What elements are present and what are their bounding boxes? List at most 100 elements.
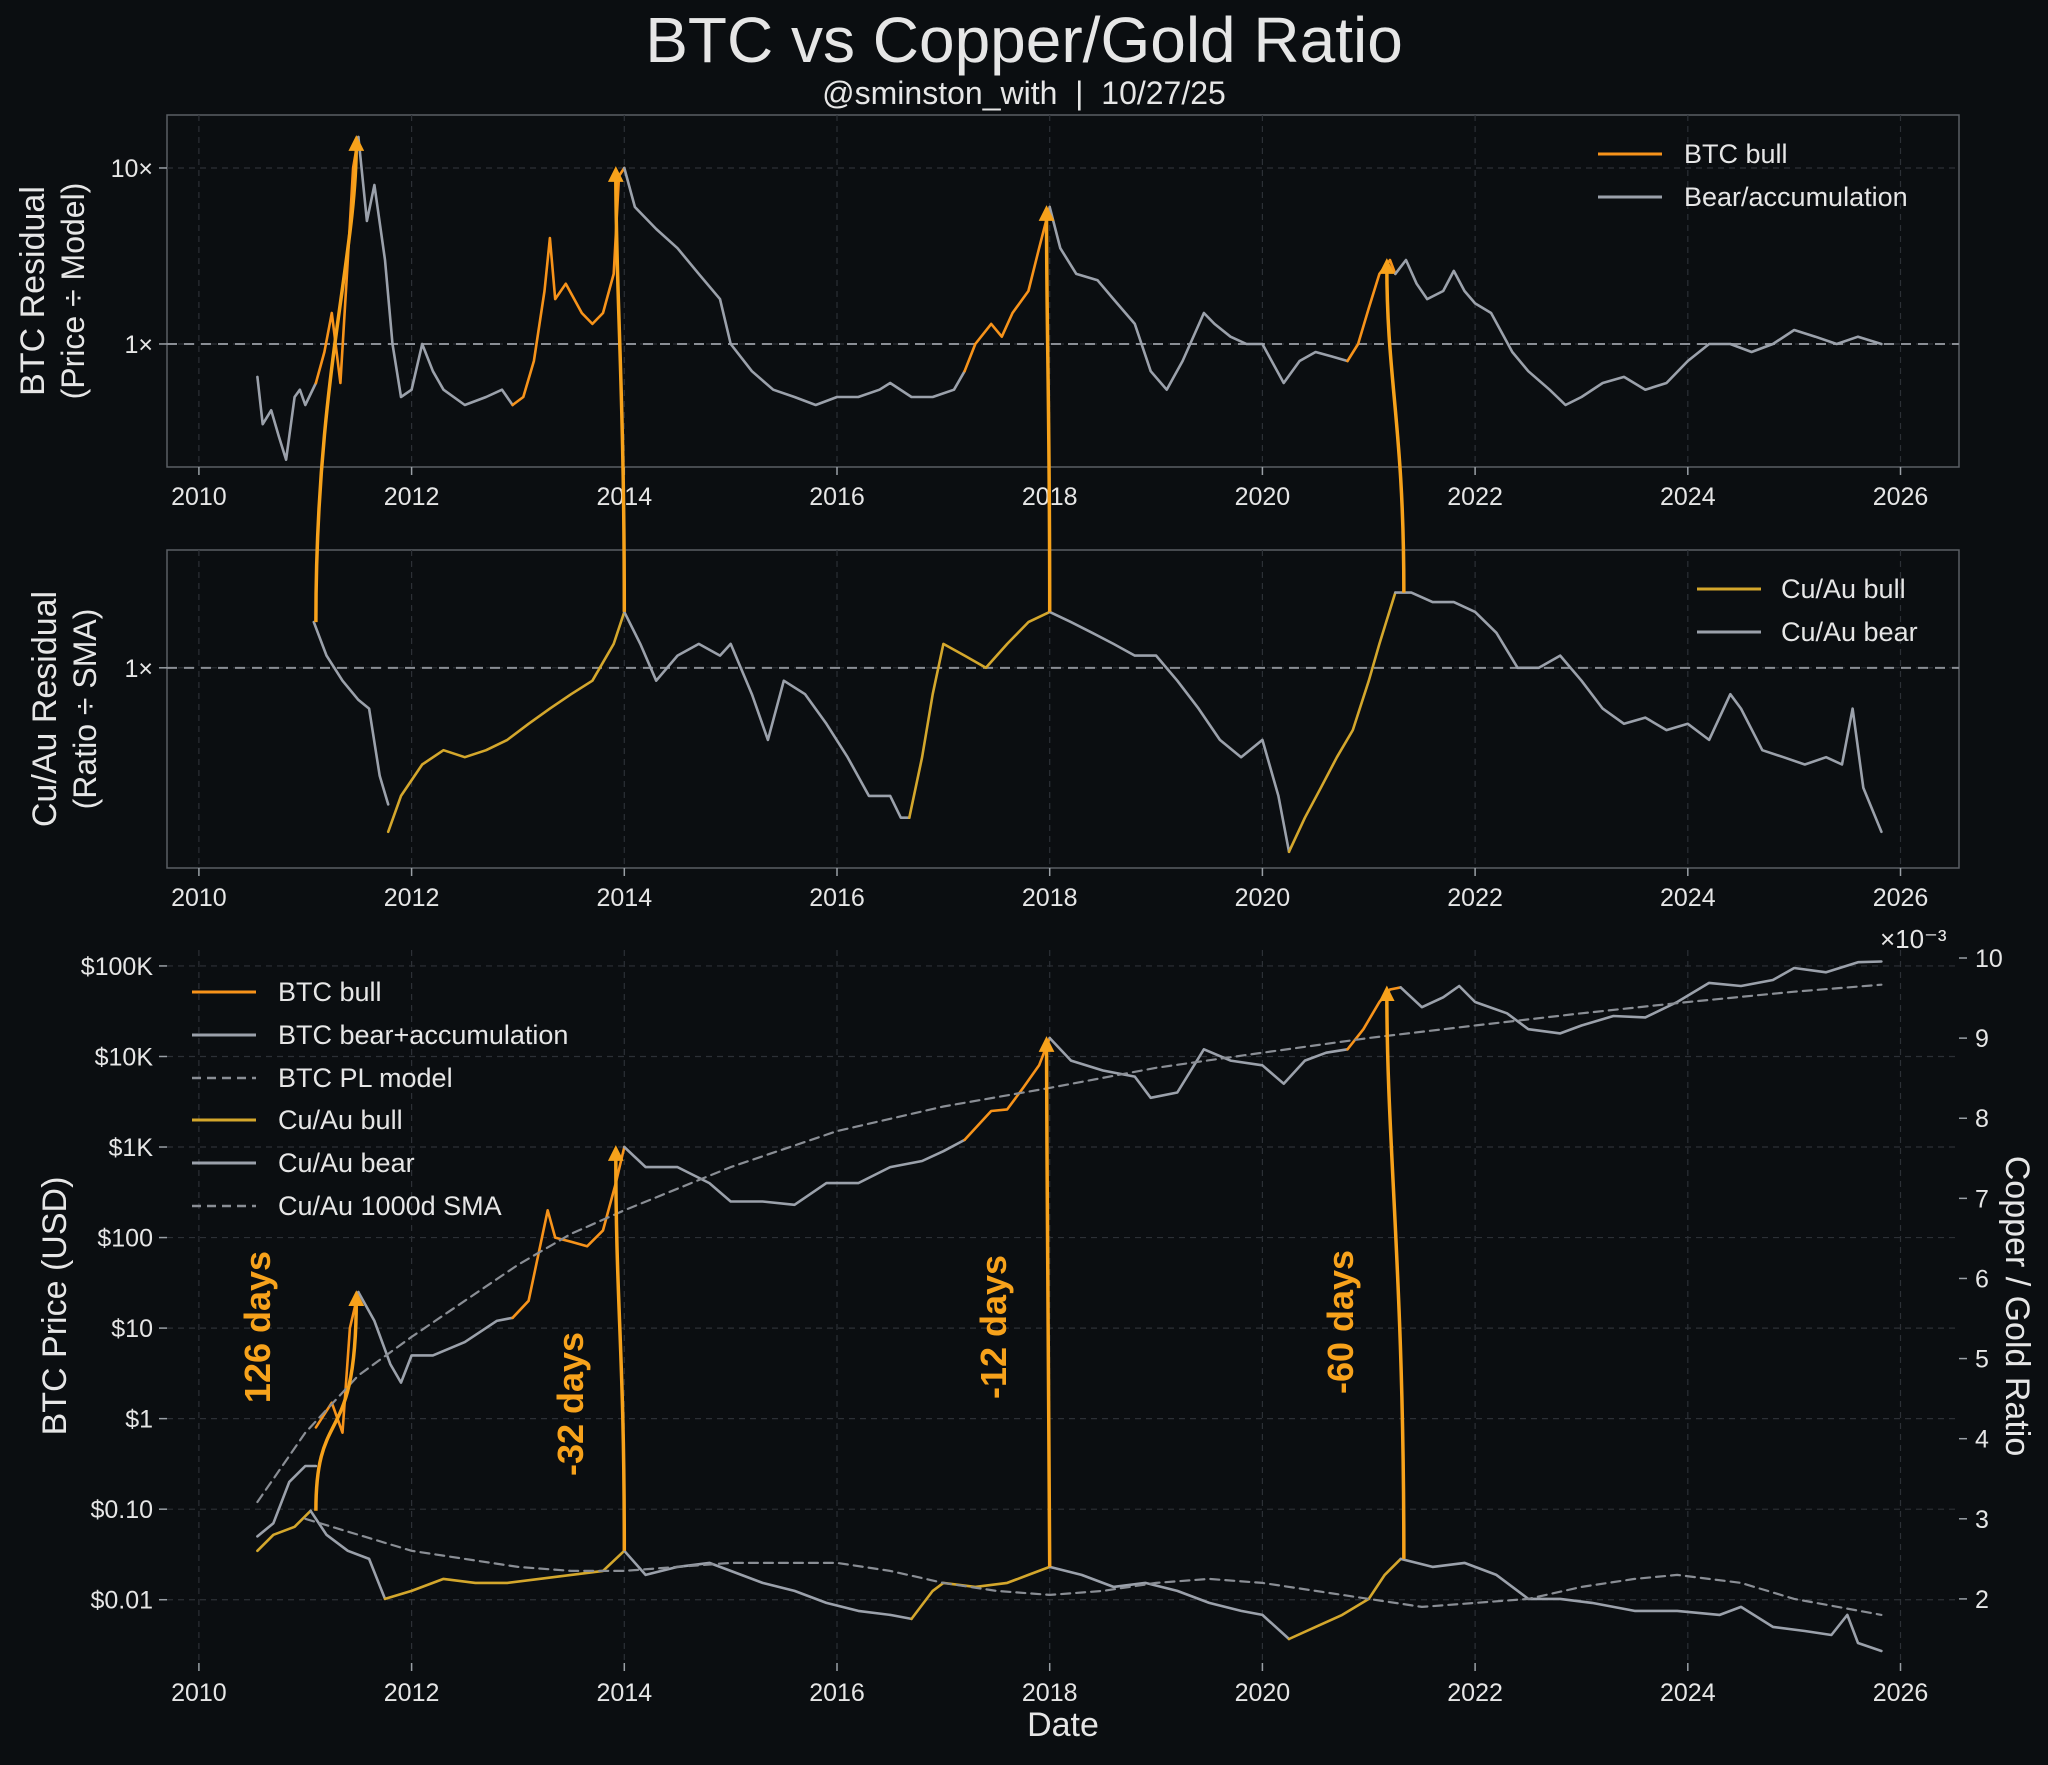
y-axis-label-line2: (Ratio ÷ SMA) — [67, 609, 103, 810]
legend-label-cuau-bear: Cu/Au bear — [278, 1148, 415, 1178]
series-line-btc-bear-accumulation — [357, 1290, 514, 1384]
y-tick-label: $0.01 — [90, 1587, 153, 1615]
legend: BTC bull Bear/accumulation — [1598, 139, 1908, 212]
series-line-cu-au-1000d-sma — [304, 1517, 1883, 1616]
x-tick-label: 2012 — [384, 483, 440, 511]
x-tick-label: 2014 — [596, 1679, 652, 1707]
panel-cuau-residual: 2010 2012 2014 2016 2018 2020 2022 2024 2026 1× C… — [26, 549, 1960, 912]
legend-label-cuau-bull: Cu/Au bull — [1781, 574, 1906, 604]
x-tick-label: 2010 — [171, 1679, 227, 1707]
x-tick-label: 2010 — [171, 483, 227, 511]
lead-arrow-upper — [1038, 205, 1055, 612]
ticks: 2010 2012 2014 2016 2018 2020 2022 2024 20261×10… — [111, 155, 1929, 511]
series-line-btc-bear-accumulation — [1399, 960, 1883, 1035]
legend-label-btc-model: BTC PL model — [278, 1063, 453, 1093]
lead-lag-label: -12 days — [973, 1255, 1014, 1399]
legend: BTC bull BTC bear+accumulation BTC PL mo… — [192, 977, 568, 1221]
series-line-cu-au-bear — [1399, 1557, 1883, 1653]
x-tick-label: 2020 — [1235, 483, 1291, 511]
legend-label-btc-bull: BTC bull — [278, 977, 382, 1007]
lead-lag-annotations: 126 days -32 days -12 days -60 days — [237, 1250, 1361, 1476]
series-line-btc-bear-accumulation — [623, 1138, 966, 1207]
y-tick-label: $1 — [125, 1406, 153, 1434]
legend-label-bear: Bear/accumulation — [1684, 182, 1908, 212]
lead-arrow-lower — [1038, 1036, 1055, 1567]
y-axis-label-right: Copper / Gold Ratio — [1998, 1156, 2036, 1457]
x-tick-label: 2022 — [1447, 1679, 1503, 1707]
lead-arrow-upper — [1378, 258, 1406, 593]
x-tick-label: 2022 — [1447, 884, 1503, 912]
x-tick-label: 2016 — [809, 884, 865, 912]
series-line-cu-au-bull — [908, 610, 1051, 819]
lead-lag-arrows — [314, 135, 1406, 1567]
series-layer — [256, 960, 1883, 1653]
y-right-tick-label: 9 — [1975, 1025, 1989, 1053]
legend-label-cuau-bull: Cu/Au bull — [278, 1105, 403, 1135]
x-tick-label: 2012 — [384, 884, 440, 912]
series-line-btc-bull — [511, 166, 626, 407]
x-tick-label: 2024 — [1660, 884, 1716, 912]
lead-lag-label: 126 days — [237, 1251, 278, 1403]
y-right-tick-label: 10 — [1975, 945, 2003, 973]
grid — [167, 115, 1959, 467]
x-tick-label: 2016 — [809, 483, 865, 511]
lead-arrow-lower — [314, 1290, 365, 1511]
y-right-tick-label: 8 — [1975, 1105, 1989, 1133]
plot-area — [166, 114, 1960, 468]
x-tick-label: 2014 — [596, 884, 652, 912]
y-tick-label: $10K — [95, 1043, 154, 1071]
panel-btc-residual: 2010 2012 2014 2016 2018 2020 2022 2024 20261×10… — [14, 114, 1960, 511]
series-line-cu-au-bear — [309, 1509, 387, 1601]
series-line-cu-au-bull — [910, 1565, 1051, 1621]
y-right-tick-label: 6 — [1975, 1265, 1989, 1293]
x-tick-label: 2020 — [1235, 1679, 1291, 1707]
series-line-btc-bull — [314, 135, 360, 385]
y-tick-label: $0.10 — [90, 1496, 153, 1524]
x-tick-label: 2020 — [1235, 884, 1291, 912]
y-tick-label: $1K — [109, 1134, 154, 1162]
series-line-cu-au-bull — [386, 610, 626, 834]
legend-label-btc-bull: BTC bull — [1684, 139, 1788, 169]
x-tick-label: 2024 — [1660, 483, 1716, 511]
series-line-cu-au-bull — [1287, 591, 1397, 854]
ticks: 2010 2012 2014 2016 2018 2020 2022 2024 2026 1× — [124, 655, 1928, 912]
grid — [167, 950, 1959, 1663]
x-tick-label: 2018 — [1022, 1679, 1078, 1707]
y-tick-label: $10 — [111, 1315, 153, 1343]
legend-label-cuau-sma: Cu/Au 1000d SMA — [278, 1191, 502, 1221]
ticks-right: 2 3 4 5 6 7 8 9 10 — [1959, 945, 2003, 1614]
y-tick-label: 1× — [124, 331, 153, 359]
y-right-tick-label: 7 — [1975, 1185, 1989, 1213]
series-line-bear-accumulation — [1394, 258, 1883, 407]
series-line-bear-accumulation — [256, 375, 318, 461]
series-layer — [167, 591, 1959, 854]
series-line-cu-au-bear — [623, 1549, 913, 1621]
y-right-tick-label: 5 — [1975, 1346, 1989, 1374]
panel-btc-price: 2010 2012 2014 2016 2018 2020 2022 2024 2026 $0.0… — [36, 924, 2036, 1744]
x-tick-label: 2010 — [171, 884, 227, 912]
series-line-bear-accumulation — [623, 166, 966, 407]
y-tick-label: $100K — [81, 953, 154, 981]
series-line-btc-bull — [511, 1145, 626, 1320]
series-line-btc-bull — [963, 1036, 1051, 1142]
x-tick-label: 2016 — [809, 1679, 865, 1707]
lead-arrow-lower — [607, 1145, 627, 1551]
series-line-cu-au-bull — [1287, 1557, 1402, 1641]
x-tick-label: 2022 — [1447, 483, 1503, 511]
legend-label-btc-bear: BTC bear+accumulation — [278, 1020, 568, 1050]
y-axis-label: BTC Price (USD) — [36, 1177, 74, 1436]
legend: Cu/Au bull Cu/Au bear — [1697, 574, 1918, 647]
ticks: 2010 2012 2014 2016 2018 2020 2022 2024 2026 $0.0… — [81, 953, 1929, 1707]
series-line-cu-au-bear — [1048, 610, 1291, 854]
x-axis-label: Date — [1027, 1706, 1099, 1744]
x-tick-label: 2024 — [1660, 1679, 1716, 1707]
chart-subtitle: @sminston_with | 10/27/25 — [822, 75, 1226, 111]
series-line-btc-bear-accumulation — [256, 1464, 318, 1538]
right-axis-multiplier: ×10⁻³ — [1880, 924, 1947, 954]
y-tick-label: 10× — [111, 155, 153, 183]
series-line-cu-au-bear — [1394, 591, 1883, 834]
series-line-cu-au-bear — [312, 620, 390, 806]
x-tick-label: 2026 — [1873, 1679, 1929, 1707]
